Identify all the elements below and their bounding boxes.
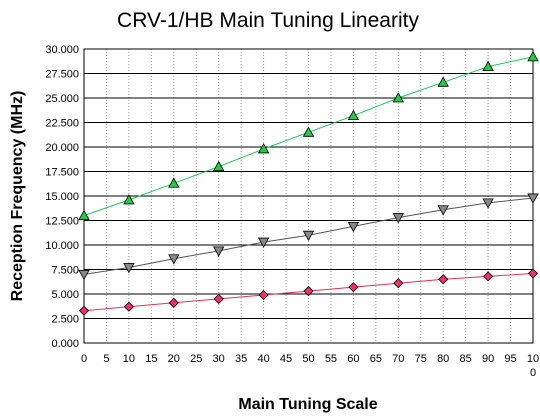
series-2-point — [257, 237, 270, 248]
x-tick-label: 0 — [81, 353, 87, 365]
series-1-point — [78, 209, 90, 220]
series-2-point — [437, 205, 449, 216]
series-3-point — [123, 301, 134, 312]
series-1-point — [213, 160, 225, 171]
series-3-point — [303, 285, 314, 297]
x-tick-label: 70 — [392, 353, 404, 365]
series-3-point — [258, 289, 269, 301]
y-tick-label: 12.500 — [45, 216, 79, 228]
x-tick-label: 85 — [460, 353, 472, 365]
x-tick-label: 95 — [504, 353, 516, 365]
chart-title: CRV-1/HB Main Tuning Linearity — [117, 9, 419, 32]
series-2-point — [482, 198, 494, 209]
x-tick-label: 10 0 — [527, 353, 539, 379]
x-tick-label: 35 — [235, 353, 247, 365]
x-tick-label: 10 — [123, 353, 135, 365]
x-axis-title: Main Tuning Scale — [238, 396, 377, 413]
y-tick-label: 2.500 — [51, 314, 79, 326]
series-1-point — [257, 143, 270, 154]
series-3-point — [438, 274, 449, 285]
y-tick-label: 7.500 — [51, 265, 79, 277]
series-2-point — [347, 221, 360, 233]
y-tick-label: 10.000 — [45, 240, 79, 252]
series-3-point — [213, 293, 224, 304]
series-1-point — [392, 92, 404, 103]
y-tick-label: 15.000 — [45, 191, 79, 203]
series-3-point — [168, 297, 179, 308]
y-axis-title: Reception Frequency (MHz) — [9, 91, 26, 302]
series-2-point — [78, 270, 90, 281]
x-tick-label: 45 — [280, 353, 292, 365]
series-3-point — [527, 268, 539, 279]
series-2-point — [527, 193, 539, 204]
series-2-point — [168, 254, 180, 265]
x-tick-label: 25 — [190, 353, 202, 365]
x-tick-label: 30 — [213, 353, 225, 365]
series-1-point — [527, 51, 539, 62]
series-1-point — [123, 194, 135, 205]
x-tick-label: 40 — [257, 353, 269, 365]
y-tick-label: 22.500 — [45, 118, 79, 130]
series-3-point — [348, 282, 359, 293]
series-3-point — [393, 278, 404, 289]
y-tick-label: 0.000 — [51, 338, 79, 350]
x-tick-label: 60 — [347, 353, 359, 365]
x-tick-label: 75 — [415, 353, 427, 365]
y-tick-label: 5.000 — [51, 289, 79, 301]
y-tick-label: 30.000 — [45, 44, 79, 56]
x-tick-label: 15 — [145, 353, 157, 365]
series-2-point — [123, 263, 135, 274]
x-tick-label: 90 — [482, 353, 494, 365]
series-1-point — [302, 126, 315, 137]
series-1-point — [347, 109, 360, 121]
y-tick-label: 27.500 — [45, 69, 79, 81]
x-tick-label: 20 — [168, 353, 180, 365]
series-2-point — [392, 213, 404, 224]
x-tick-label: 50 — [302, 353, 314, 365]
series-1-point — [168, 177, 180, 188]
series-3-point — [78, 305, 90, 316]
series-1-point — [482, 60, 494, 72]
series-3-point — [483, 271, 494, 282]
series-2-point — [302, 230, 315, 242]
series-2-point — [213, 246, 225, 257]
y-tick-label: 20.000 — [45, 142, 79, 154]
x-tick-label: 80 — [437, 353, 449, 365]
x-tick-label: 65 — [370, 353, 382, 365]
y-tick-label: 17.500 — [45, 167, 79, 179]
x-tick-label: 55 — [325, 353, 337, 365]
plot-area: 0.000 2.500 5.000 7.500 10.000 12.500 15.000 17… — [45, 44, 539, 379]
y-tick-label: 25.000 — [45, 93, 79, 105]
series-1-point — [437, 76, 449, 87]
x-tick-label: 5 — [103, 353, 109, 365]
